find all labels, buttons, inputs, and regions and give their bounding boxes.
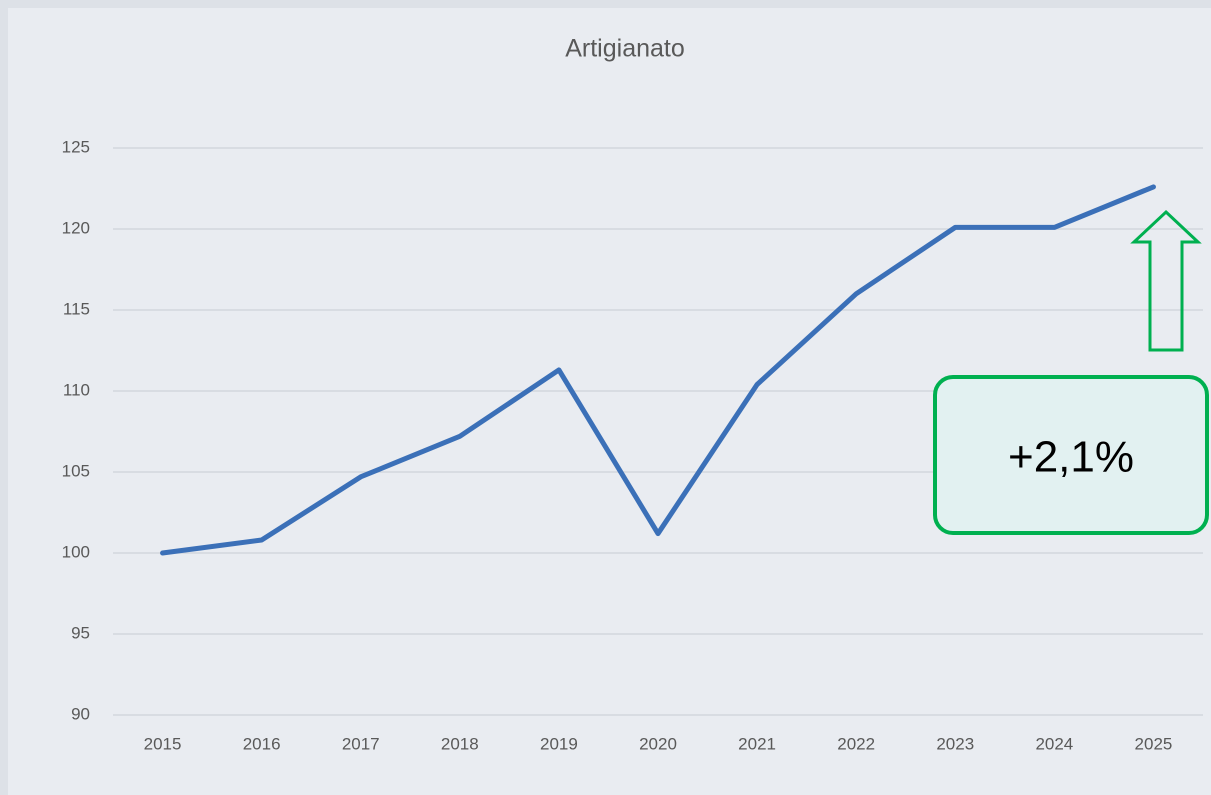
y-tick-label: 125 [62,137,90,156]
x-tick-label: 2017 [342,734,380,753]
y-tick-label: 110 [63,380,90,399]
y-tick-label: 105 [62,461,90,480]
x-tick-label: 2021 [738,734,776,753]
y-tick-label: 100 [62,542,90,561]
x-tick-label: 2015 [144,734,182,753]
annotation-text: +2,1% [1008,433,1134,482]
x-tick-label: 2019 [540,734,578,753]
annotation-box [933,375,1209,535]
x-tick-label: 2020 [639,734,677,753]
x-tick-label: 2018 [441,734,479,753]
x-tick-label: 2022 [837,734,875,753]
y-tick-label: 115 [63,299,90,318]
y-tick-label: 95 [71,623,90,642]
x-tick-label: 2024 [1035,734,1073,753]
x-tick-label: 2016 [243,734,281,753]
annotation-arrow [1130,209,1202,352]
y-tick-label: 120 [62,218,90,237]
data-line [160,184,1156,556]
x-tick-label: 2025 [1135,734,1173,753]
x-tick-label: 2023 [936,734,974,753]
y-tick-label: 90 [71,704,90,723]
chart-title: Artigianato [565,35,685,63]
